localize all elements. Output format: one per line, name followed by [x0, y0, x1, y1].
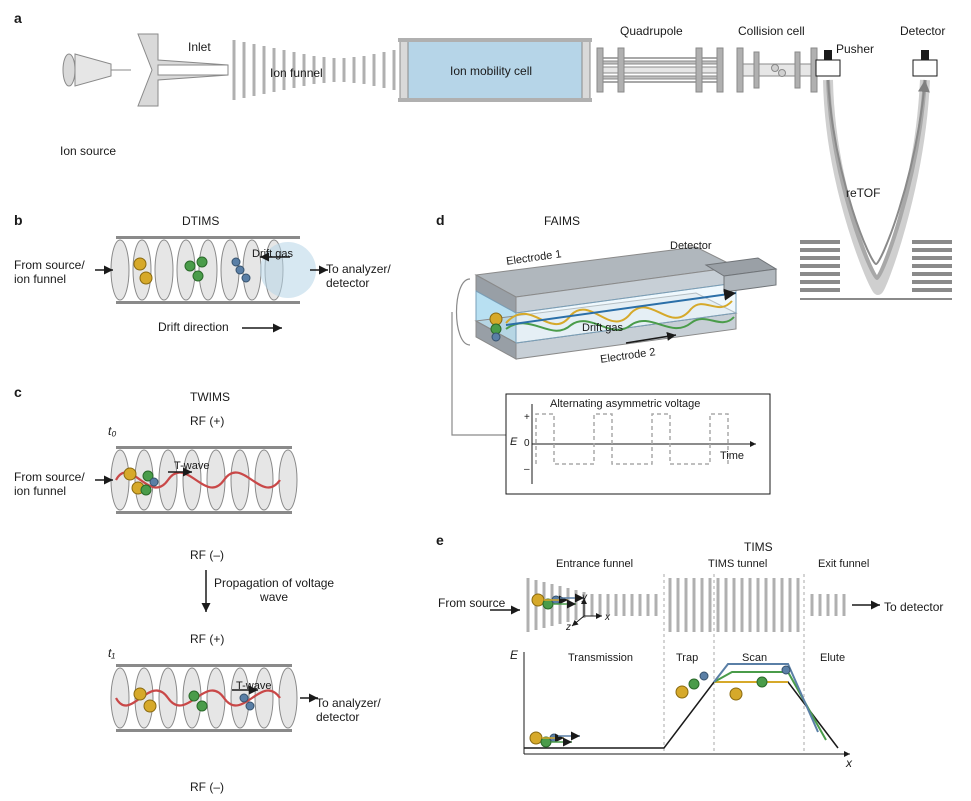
label-tims-z: z — [566, 622, 571, 633]
label-tims-exit: Exit funnel — [818, 558, 869, 570]
label-twims-title: TWIMS — [190, 390, 230, 404]
label-faims-E: E — [510, 436, 517, 448]
label-faims-driftgas: Drift gas — [582, 322, 623, 334]
label-tims-to: To detector — [884, 600, 943, 614]
label-faims-time: Time — [720, 450, 744, 462]
label-faims-zero: 0 — [524, 438, 530, 449]
label-dtims-drift-gas: Drift gas — [252, 248, 293, 260]
label-dtims-to: To analyzer/ detector — [326, 262, 391, 290]
dtims-tube — [111, 236, 316, 304]
label-tims-E: E — [510, 648, 518, 662]
quadrupole-icon — [597, 48, 723, 92]
label-dtims-from: From source/ ion funnel — [14, 258, 85, 286]
label-twims-t0: t₀ — [108, 424, 116, 438]
label-dtims-title: DTIMS — [182, 214, 219, 228]
label-faims-title: FAIMS — [544, 214, 580, 228]
label-ion-funnel: Ion funnel — [270, 66, 323, 80]
label-retof: reTOF — [846, 186, 880, 200]
label-faims-plus: + — [524, 412, 530, 423]
label-tims-title: TIMS — [744, 540, 773, 554]
panel-b-diagram — [10, 210, 410, 370]
label-faims-altvolt: Alternating asymmetric voltage — [550, 398, 700, 410]
label-twims-twave-2: T-wave — [236, 680, 271, 692]
label-twims-rfminus-1: RF (–) — [190, 548, 224, 562]
label-quadrupole: Quadrupole — [620, 24, 683, 38]
label-tims-x: x — [605, 612, 610, 623]
label-ion-source: Ion source — [60, 144, 116, 158]
inlet-icon — [138, 34, 228, 106]
label-ion-mobility-cell: Ion mobility cell — [450, 64, 532, 78]
collision-cell-icon — [737, 48, 817, 92]
label-pusher: Pusher — [836, 42, 874, 56]
label-twims-t1: t₁ — [108, 646, 115, 660]
label-tims-transmission: Transmission — [568, 652, 633, 664]
ion-source-icon — [63, 54, 131, 86]
label-twims-rfplus-2: RF (+) — [190, 632, 224, 646]
label-twims-rfplus-1: RF (+) — [190, 414, 224, 428]
label-dtims-drift-dir: Drift direction — [158, 320, 229, 334]
label-collision-cell: Collision cell — [738, 24, 805, 38]
label-tims-entrance: Entrance funnel — [556, 558, 633, 570]
label-tims-y: y — [582, 592, 587, 603]
label-twims-twave-1: T-wave — [174, 460, 209, 472]
tims-funnels — [528, 578, 844, 632]
label-inlet: Inlet — [188, 40, 211, 54]
label-twims-rfminus-2: RF (–) — [190, 780, 224, 794]
label-faims-minus: – — [524, 464, 530, 475]
label-tims-tunnel: TIMS tunnel — [708, 558, 767, 570]
label-tims-scan: Scan — [742, 652, 767, 664]
label-tims-trap: Trap — [676, 652, 698, 664]
label-twims-from: From source/ ion funnel — [14, 470, 85, 498]
label-tims-from: From source — [438, 596, 505, 610]
label-tims-elute: Elute — [820, 652, 845, 664]
label-twims-propagation: Propagation of voltage wave — [214, 576, 334, 604]
label-twims-to: To analyzer/ detector — [316, 696, 381, 724]
panel-c-diagram — [10, 380, 410, 800]
detector-icon — [913, 50, 937, 76]
tims-profile-plot — [524, 652, 850, 754]
label-detector: Detector — [900, 24, 945, 38]
label-faims-detector: Detector — [670, 240, 712, 252]
label-tims-xaxis: x — [846, 756, 852, 770]
